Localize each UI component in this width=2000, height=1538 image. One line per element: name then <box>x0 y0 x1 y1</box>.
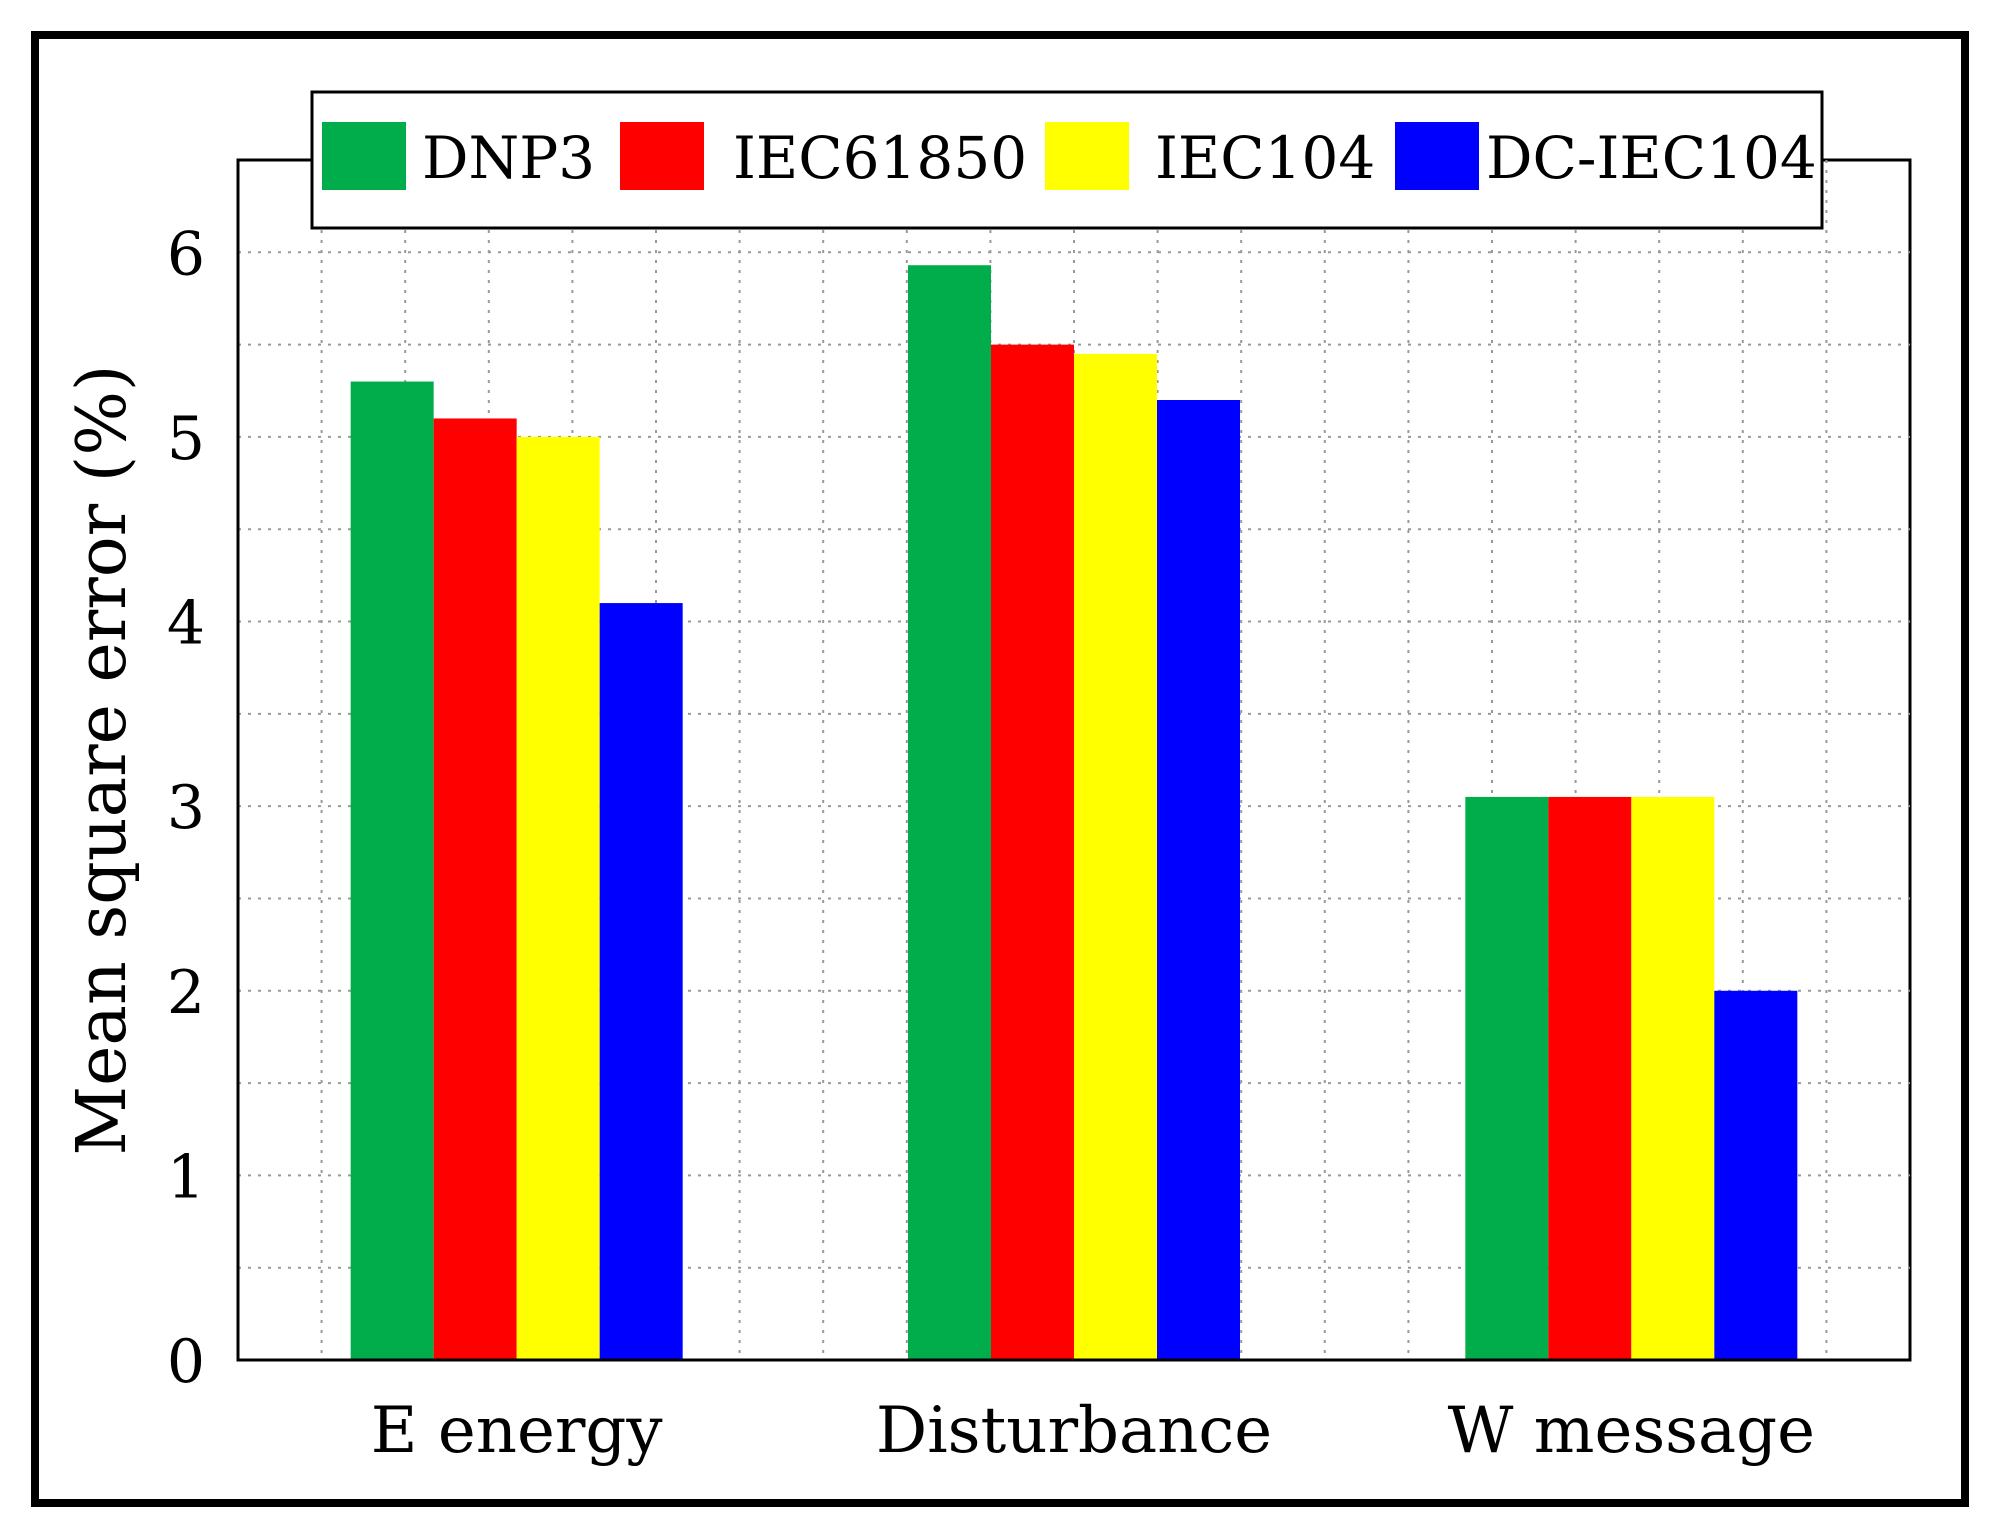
bar-iec104-w-message <box>1631 796 1715 1360</box>
legend-label-dnp3: DNP3 <box>422 124 595 192</box>
bar-iec104-e-energy <box>516 436 600 1360</box>
bar-dc-iec104-e-energy <box>599 603 683 1360</box>
legend-swatch-dc-iec104 <box>1395 122 1479 190</box>
x-tick-label: E energy <box>371 1394 663 1468</box>
legend-swatch-iec104 <box>1045 122 1129 190</box>
y-tick-label: 4 <box>167 589 205 659</box>
legend-swatch-dnp3 <box>322 122 406 190</box>
x-tick-labels: E energy Disturbance W message <box>371 1394 1815 1468</box>
y-tick-label: 3 <box>167 773 205 843</box>
bar-dnp3-w-message <box>1465 796 1549 1360</box>
y-tick-label: 2 <box>167 958 205 1028</box>
legend-label-iec61850: IEC61850 <box>733 124 1027 192</box>
y-tick-label: 6 <box>167 219 205 289</box>
bar-dc-iec104-w-message <box>1714 990 1798 1360</box>
bar-iec104-disturbance <box>1074 353 1157 1360</box>
legend-label-iec104: IEC104 <box>1155 124 1375 192</box>
axes-layer <box>236 160 1910 1362</box>
bar-dnp3-disturbance <box>908 265 991 1361</box>
y-tick-label: 1 <box>167 1142 205 1212</box>
y-tick-label: 0 <box>167 1327 205 1397</box>
bar-dc-iec104-disturbance <box>1157 400 1240 1360</box>
y-tick-labels: 0 1 2 3 4 5 6 <box>167 219 205 1397</box>
legend-label-dc-iec104: DC-IEC104 <box>1486 124 1817 192</box>
legend: DNP3 IEC61850 IEC104 DC-IEC104 <box>310 90 1824 230</box>
bar-dnp3-e-energy <box>350 381 434 1360</box>
y-tick-label: 5 <box>167 404 205 474</box>
x-tick-label: Disturbance <box>876 1394 1272 1468</box>
x-tick-label: W message <box>1448 1394 1815 1468</box>
y-axis-label: Mean square error (%) <box>63 365 142 1156</box>
bar-iec61850-disturbance <box>991 344 1074 1361</box>
legend-swatch-iec61850 <box>620 122 704 190</box>
bars-layer <box>350 265 1798 1361</box>
bar-iec61850-e-energy <box>433 418 517 1360</box>
bar-iec61850-w-message <box>1548 796 1632 1360</box>
